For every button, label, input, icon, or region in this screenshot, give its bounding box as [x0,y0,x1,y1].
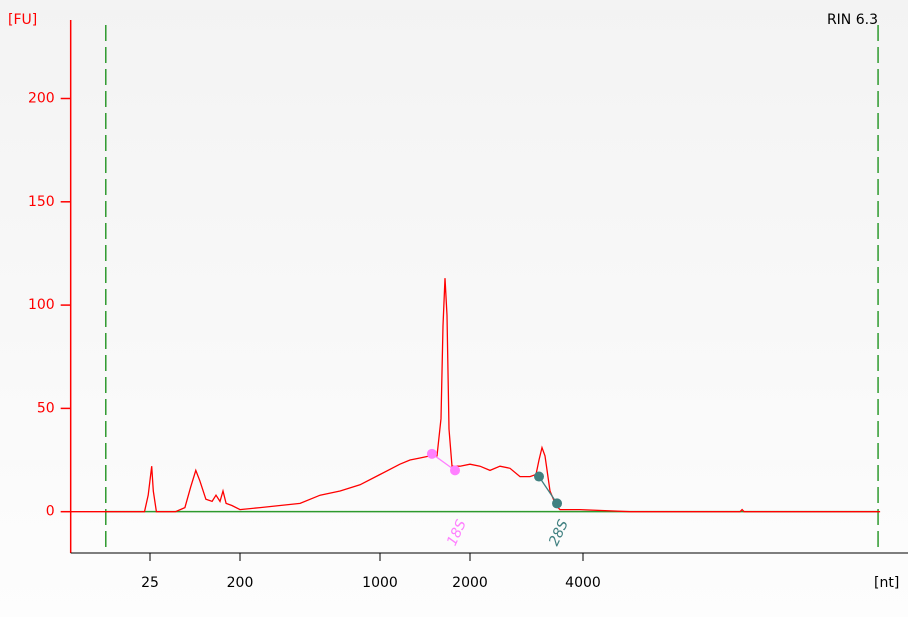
fragment-point [552,498,563,509]
fragment-point [534,471,545,482]
rin-annotation: RIN 6.3 [827,12,878,28]
x-axis-label: [nt] [874,575,899,591]
x-tick-label: 200 [227,575,254,591]
y-tick-label: 50 [37,400,55,416]
y-tick-label: 100 [28,297,55,313]
fragment-point [450,465,461,476]
y-tick-label: 200 [28,91,55,107]
fragment-point [426,448,437,459]
fragment-line [538,476,558,504]
x-tick-label: 25 [141,575,159,591]
trace [70,278,881,513]
y-tick-label: 150 [28,194,55,210]
x-tick-label: 2000 [452,575,488,591]
x-tick-label: 1000 [362,575,398,591]
x-tick-label: 4000 [565,575,601,591]
y-tick-label: 0 [46,504,55,520]
y-axis-label: [FU] [8,12,37,28]
